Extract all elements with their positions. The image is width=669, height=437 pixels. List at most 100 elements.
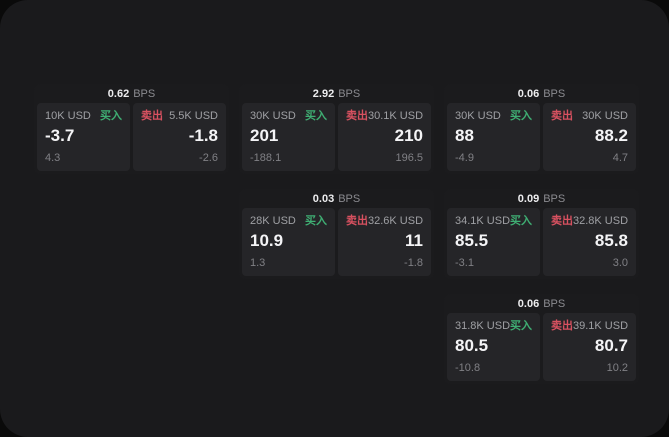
sell-quote-tile[interactable]: 卖出 30.1K USD 210 196.5 xyxy=(338,103,431,171)
sell-amount: 30.1K USD xyxy=(367,110,424,122)
bps-header: 0.03 BPS xyxy=(239,189,434,208)
bps-unit-label: BPS xyxy=(133,87,156,100)
sell-quote-tile[interactable]: 卖出 39.1K USD 80.7 10.2 xyxy=(543,313,636,381)
buy-amount: 10K USD xyxy=(45,110,91,122)
buy-side-label: 买入 xyxy=(510,320,533,332)
buy-side-label: 买入 xyxy=(305,110,327,122)
bps-value: 0.09 xyxy=(517,192,540,205)
quote-card-3: 0.06 BPS 30K USD 买入 88 -4.9 卖出 30K USD xyxy=(444,84,639,174)
buy-tile-top-row: 28K USD 买入 xyxy=(250,215,327,228)
bps-value: 0.62 xyxy=(107,87,130,100)
sell-side-label: 卖出 xyxy=(551,110,573,122)
bps-header: 0.09 BPS xyxy=(444,189,639,208)
quote-card-2: 2.92 BPS 30K USD 买入 201 -188.1 卖出 30.1K … xyxy=(239,84,434,174)
buy-tile-top-row: 30K USD 买入 xyxy=(455,110,532,123)
sell-price: 11 xyxy=(405,231,423,250)
buy-amount: 34.1K USD xyxy=(455,215,511,227)
buy-quote-tile[interactable]: 30K USD 买入 88 -4.9 xyxy=(447,103,540,171)
buy-quote-tile[interactable]: 28K USD 买入 10.9 1.3 xyxy=(242,208,335,276)
sell-side-label: 卖出 xyxy=(551,320,573,332)
buy-tile-top-row: 34.1K USD 买入 xyxy=(455,215,532,228)
sell-side-label: 卖出 xyxy=(346,215,368,227)
buy-sub-value: -188.1 xyxy=(250,152,282,164)
sell-side-label: 卖出 xyxy=(551,215,573,227)
bps-unit-label: BPS xyxy=(338,192,361,205)
buy-tile-top-row: 30K USD 买入 xyxy=(250,110,327,123)
sell-amount: 30K USD xyxy=(582,110,628,122)
buy-side-label: 买入 xyxy=(510,110,532,122)
sell-tile-top-row: 卖出 5.5K USD xyxy=(141,110,218,123)
buy-quote-tile[interactable]: 30K USD 买入 201 -188.1 xyxy=(242,103,335,171)
bps-header: 0.06 BPS xyxy=(444,294,639,313)
buy-sub-value: -3.1 xyxy=(455,257,474,269)
buy-sub-value: 1.3 xyxy=(250,257,266,269)
buy-amount: 30K USD xyxy=(455,110,501,122)
bps-header: 0.62 BPS xyxy=(34,84,229,103)
buy-sub-value: -4.9 xyxy=(455,152,474,164)
sell-amount: 5.5K USD xyxy=(169,110,218,122)
sell-price: -1.8 xyxy=(188,126,218,145)
buy-side-label: 买入 xyxy=(510,215,533,227)
buy-price: -3.7 xyxy=(45,126,75,145)
buy-amount: 31.8K USD xyxy=(455,320,511,332)
sell-sub-value: -1.8 xyxy=(404,257,423,269)
buy-sub-value: 4.3 xyxy=(45,152,61,164)
sell-quote-tile[interactable]: 卖出 30K USD 88.2 4.7 xyxy=(543,103,636,171)
bps-unit-label: BPS xyxy=(543,192,566,205)
buy-sub-value: -10.8 xyxy=(455,362,481,374)
sell-price: 88.2 xyxy=(594,126,628,145)
buy-sell-panels: 30K USD 买入 88 -4.9 卖出 30K USD 88.2 4.7 xyxy=(444,103,639,174)
sell-sub-value: 196.5 xyxy=(395,152,423,164)
quote-card-grid: 0.62 BPS 10K USD 买入 -3.7 4.3 卖出 5.5K USD xyxy=(34,84,639,384)
quote-card-5: 0.09 BPS 34.1K USD 买入 85.5 -3.1 卖出 32.8K… xyxy=(444,189,639,279)
bps-value: 2.92 xyxy=(312,87,335,100)
bps-value: 0.06 xyxy=(517,297,540,310)
sell-quote-tile[interactable]: 卖出 5.5K USD -1.8 -2.6 xyxy=(133,103,226,171)
buy-sell-panels: 30K USD 买入 201 -188.1 卖出 30.1K USD 210 1… xyxy=(239,103,434,174)
sell-quote-tile[interactable]: 卖出 32.8K USD 85.8 3.0 xyxy=(543,208,636,276)
sell-sub-value: -2.6 xyxy=(199,152,218,164)
buy-price: 201 xyxy=(250,126,279,145)
bps-unit-label: BPS xyxy=(338,87,361,100)
sell-tile-top-row: 卖出 30.1K USD xyxy=(346,110,423,123)
quote-card-4: 0.03 BPS 28K USD 买入 10.9 1.3 卖出 32.6K US… xyxy=(239,189,434,279)
sell-sub-value: 4.7 xyxy=(612,152,628,164)
buy-price: 80.5 xyxy=(455,336,489,355)
quote-card-1: 0.62 BPS 10K USD 买入 -3.7 4.3 卖出 5.5K USD xyxy=(34,84,229,174)
sell-price: 210 xyxy=(394,126,423,145)
bps-header: 0.06 BPS xyxy=(444,84,639,103)
buy-sell-panels: 31.8K USD 买入 80.5 -10.8 卖出 39.1K USD 80.… xyxy=(444,313,639,384)
sell-tile-top-row: 卖出 30K USD xyxy=(551,110,628,123)
sell-price: 85.8 xyxy=(594,231,628,250)
sell-side-label: 卖出 xyxy=(346,110,368,122)
sell-amount: 32.6K USD xyxy=(367,215,424,227)
sell-sub-value: 10.2 xyxy=(606,362,628,374)
buy-price: 10.9 xyxy=(250,231,284,250)
sell-sub-value: 3.0 xyxy=(612,257,628,269)
bps-unit-label: BPS xyxy=(543,297,566,310)
buy-price: 88 xyxy=(455,126,474,145)
buy-side-label: 买入 xyxy=(305,215,327,227)
buy-quote-tile[interactable]: 31.8K USD 买入 80.5 -10.8 xyxy=(447,313,540,381)
buy-quote-tile[interactable]: 34.1K USD 买入 85.5 -3.1 xyxy=(447,208,540,276)
buy-amount: 30K USD xyxy=(250,110,296,122)
bps-value: 0.03 xyxy=(312,192,335,205)
buy-price: 85.5 xyxy=(455,231,489,250)
sell-amount: 32.8K USD xyxy=(572,215,629,227)
sell-tile-top-row: 卖出 32.8K USD xyxy=(551,215,628,228)
buy-tile-top-row: 31.8K USD 买入 xyxy=(455,320,532,333)
bps-header: 2.92 BPS xyxy=(239,84,434,103)
buy-quote-tile[interactable]: 10K USD 买入 -3.7 4.3 xyxy=(37,103,130,171)
quote-card-6: 0.06 BPS 31.8K USD 买入 80.5 -10.8 卖出 39.1… xyxy=(444,294,639,384)
buy-side-label: 买入 xyxy=(100,110,122,122)
buy-amount: 28K USD xyxy=(250,215,296,227)
sell-tile-top-row: 卖出 39.1K USD xyxy=(551,320,628,333)
sell-side-label: 卖出 xyxy=(141,110,163,122)
bps-value: 0.06 xyxy=(517,87,540,100)
sell-quote-tile[interactable]: 卖出 32.6K USD 11 -1.8 xyxy=(338,208,431,276)
buy-tile-top-row: 10K USD 买入 xyxy=(45,110,122,123)
bps-unit-label: BPS xyxy=(543,87,566,100)
buy-sell-panels: 28K USD 买入 10.9 1.3 卖出 32.6K USD 11 -1.8 xyxy=(239,208,434,279)
sell-tile-top-row: 卖出 32.6K USD xyxy=(346,215,423,228)
sell-price: 80.7 xyxy=(594,336,628,355)
